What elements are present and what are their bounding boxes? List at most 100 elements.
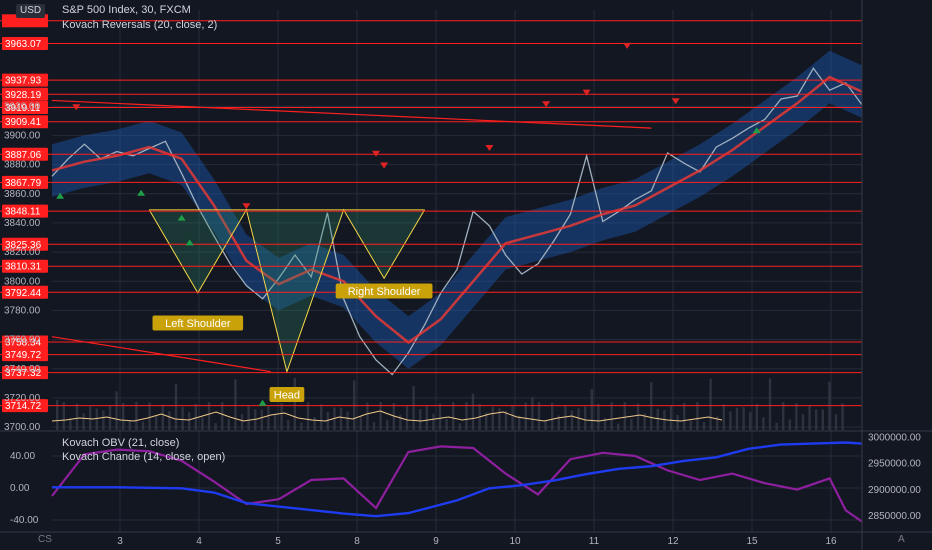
x-tick-label: 3 (117, 536, 123, 547)
pattern-annotations: Left Shoulder Head Right Shoulder (152, 283, 433, 402)
reversal-up-marker (258, 399, 267, 406)
level-badge (2, 348, 48, 362)
volume-bar (676, 415, 679, 430)
volume-bar (590, 388, 593, 430)
volume-bar (531, 397, 534, 430)
volume-bar (168, 411, 171, 430)
obv-legend[interactable]: Kovach OBV (21, close) (62, 437, 180, 449)
volume-bar (551, 402, 554, 430)
volume-bar (89, 406, 92, 430)
chande-line (51, 445, 863, 523)
reversal-up-marker (56, 192, 65, 199)
level-badge-label: 3737.32 (5, 368, 42, 379)
level-badge-label: 3909.41 (5, 117, 42, 128)
annotation-right-shoulder-box (335, 283, 433, 299)
volume-bar (696, 402, 699, 430)
pattern-outline (148, 208, 426, 374)
y-tick-label: 3840.00 (4, 218, 41, 229)
volume-bar (379, 402, 382, 430)
lower-indicator-panel: 3000000.00 2950000.00 2900000.00 2850000.00… (10, 432, 921, 526)
volume-bar (617, 423, 620, 430)
indicator-legend[interactable]: Kovach Reversals (20, close, 2) (62, 19, 218, 31)
horizontal-levels[interactable]: 3963.07 3937.93 3928.19 3919.11 3909.41 3887.… (0, 14, 862, 413)
volume-bar (742, 407, 745, 430)
volume-bar (346, 411, 349, 430)
volume-bar (102, 410, 105, 430)
auto-scale-button[interactable]: A (898, 534, 905, 545)
volume-bar (735, 407, 739, 430)
volume-bar (663, 410, 666, 430)
volume-bar (214, 423, 217, 430)
volume-bar (834, 414, 838, 430)
volume-bar (267, 405, 270, 430)
level-badge (2, 204, 48, 218)
reversal-up-marker (137, 189, 146, 196)
volume-bar (557, 415, 560, 430)
level-badge (2, 147, 48, 161)
obv-line (52, 441, 863, 518)
reversal-down-marker (485, 145, 494, 151)
volume-bar (300, 422, 303, 430)
reversal-down-marker (582, 89, 591, 96)
volume-bar (689, 420, 692, 430)
level-badge-label: 3867.79 (5, 178, 42, 189)
volume-bar (386, 420, 389, 430)
head-and-shoulders-pattern (148, 208, 426, 374)
volume-bar (273, 414, 277, 430)
volume-bar (458, 423, 461, 430)
volume-bar (643, 413, 646, 430)
x-tick-label: 9 (433, 536, 439, 547)
x-tick-label: 5 (275, 536, 281, 547)
volume-bar (69, 418, 72, 430)
volume-bar (636, 403, 640, 430)
volume-bar (128, 420, 131, 430)
volume-bar (188, 412, 191, 430)
volume-bar (808, 405, 811, 430)
reversal-down-marker (242, 203, 251, 210)
volume-bar (821, 409, 824, 430)
volume-bar (524, 402, 527, 430)
volume-bar (768, 378, 772, 430)
volume-bar (683, 402, 686, 430)
y-tick-label: 3920.00 (4, 101, 41, 112)
volume-bar (775, 422, 778, 430)
symbol-legend[interactable]: S&P 500 Index, 30, FXCM (62, 4, 191, 16)
volume-bar (148, 402, 151, 430)
reversal-up-marker (177, 214, 186, 221)
volume-bar (419, 409, 422, 430)
volume-bar (577, 408, 580, 430)
pattern-fill (149, 209, 425, 372)
level-badge-label: 3937.93 (5, 76, 42, 87)
annotation-left-shoulder-box (152, 315, 244, 331)
volume-bar (722, 404, 725, 430)
chande-legend[interactable]: Kovach Chande (14, close, open) (62, 451, 226, 463)
annotation-head-box (269, 387, 305, 402)
currency-badge[interactable]: USD (16, 4, 46, 18)
volume-bar (287, 419, 290, 430)
level-badge (2, 101, 48, 115)
annotation-head: Head (274, 390, 300, 402)
reversal-down-marker (372, 150, 380, 157)
volume-bar (194, 403, 197, 430)
volume-bar (313, 416, 316, 430)
volume-bar (610, 402, 613, 430)
volume-bar (452, 402, 455, 430)
x-tick-label: 15 (746, 536, 758, 547)
price-series (51, 67, 863, 376)
y-tick-label: 3900.00 (4, 130, 41, 141)
volume-bar (135, 402, 138, 430)
volume-bar (155, 416, 158, 430)
volume-bar (669, 405, 673, 430)
y-tick-label: 3860.00 (4, 189, 41, 200)
volume-bar (702, 421, 706, 430)
volume-bar (201, 417, 204, 430)
volume-bar (366, 402, 369, 430)
level-badge (2, 87, 48, 101)
settings-corner[interactable]: CS (38, 534, 52, 545)
level-badge (2, 399, 48, 413)
x-tick-label: 11 (589, 536, 600, 547)
volume-bar (485, 412, 488, 430)
